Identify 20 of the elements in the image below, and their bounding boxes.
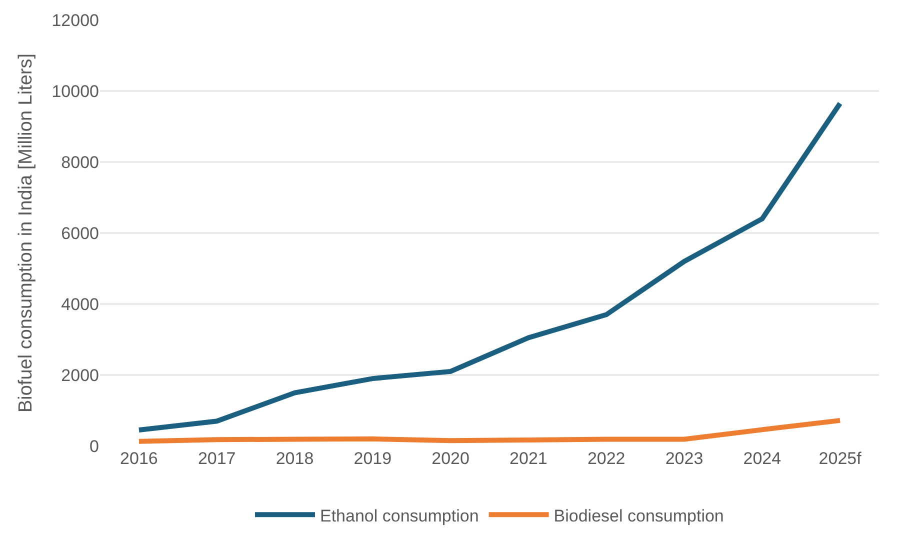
x-tick-label: 2020 xyxy=(432,449,470,468)
y-tick-label: 12000 xyxy=(52,10,99,30)
legend-label: Biodiesel consumption xyxy=(554,506,724,526)
x-tick-label: 2024 xyxy=(743,449,782,468)
x-tick-label: 2016 xyxy=(120,449,158,468)
y-axis-title: Biofuel consumption in India [Million Liters] xyxy=(16,53,37,413)
legend-label: Ethanol consumption xyxy=(320,506,479,526)
y-tick-label: 0 xyxy=(90,436,99,456)
x-tick-label: 2019 xyxy=(354,449,392,468)
x-tick-label: 2021 xyxy=(510,449,548,468)
y-tick-label: 2000 xyxy=(61,366,99,385)
y-tick-label: 6000 xyxy=(61,224,99,243)
x-tick-label: 2017 xyxy=(198,449,236,468)
y-tick-label: 8000 xyxy=(61,152,99,172)
x-tick-label: 2018 xyxy=(276,449,314,468)
x-tick-label: 2025f xyxy=(818,449,862,468)
y-tick-label: 10000 xyxy=(52,82,99,101)
y-tick-label: 4000 xyxy=(61,294,99,314)
x-tick-label: 2022 xyxy=(587,449,626,468)
x-tick-label: 2023 xyxy=(665,449,704,468)
